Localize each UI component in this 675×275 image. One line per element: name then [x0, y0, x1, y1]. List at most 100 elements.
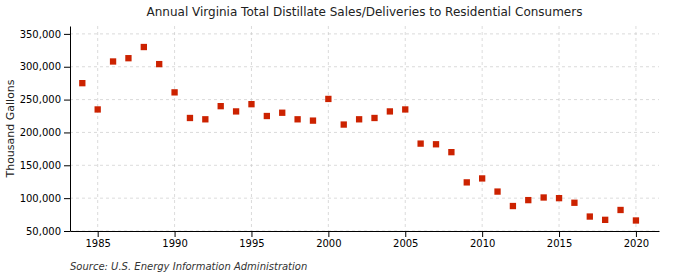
- x-tick-mark: [405, 231, 406, 237]
- chart-svg: 1985199019952000200520102015202050,00010…: [0, 0, 675, 275]
- x-tick: 2000: [316, 231, 341, 249]
- x-tick: 1990: [162, 231, 187, 249]
- x-tick-label: 1990: [162, 238, 187, 249]
- x-tick-label: 2000: [316, 238, 341, 249]
- y-tick-label: 50,000: [26, 226, 61, 237]
- y-tick: 150,000: [20, 160, 70, 171]
- x-tick-label: 2005: [393, 238, 418, 249]
- point: [494, 188, 500, 194]
- y-tick-mark: [64, 231, 70, 232]
- x-tick-label: 1995: [239, 238, 264, 249]
- y-tick-mark: [64, 132, 70, 133]
- point: [171, 89, 177, 95]
- point: [356, 116, 362, 122]
- chart-container: 1985199019952000200520102015202050,00010…: [0, 0, 675, 275]
- point: [218, 103, 224, 109]
- x-tick-mark: [636, 231, 637, 237]
- point: [141, 44, 147, 50]
- y-tick-label: 350,000: [20, 29, 61, 40]
- y-tick: 100,000: [20, 193, 70, 204]
- point: [448, 149, 454, 155]
- x-tick-label: 2010: [470, 238, 495, 249]
- grid: [70, 26, 659, 231]
- y-grid-line: [70, 231, 659, 232]
- x-tick-label: 2020: [624, 238, 649, 249]
- point: [125, 55, 131, 61]
- y-tick-mark: [64, 165, 70, 166]
- point: [325, 96, 331, 102]
- point: [264, 113, 270, 119]
- x-axis-line: [71, 231, 660, 232]
- x-tick-mark: [175, 231, 176, 237]
- x-tick-mark: [98, 231, 99, 237]
- point: [294, 116, 300, 122]
- point: [110, 58, 116, 64]
- y-tick-label: 100,000: [20, 193, 61, 204]
- x-axis: 19851990199520002005201020152020: [71, 231, 660, 249]
- point: [233, 108, 239, 114]
- point: [540, 194, 546, 200]
- point: [279, 110, 285, 116]
- point: [156, 61, 162, 67]
- y-tick-label: 300,000: [20, 61, 61, 72]
- y-tick-mark: [64, 67, 70, 68]
- y-tick-mark: [64, 198, 70, 199]
- point: [387, 108, 393, 114]
- x-tick: 2005: [393, 231, 418, 249]
- y-grid-line: [70, 198, 659, 199]
- point: [341, 121, 347, 127]
- x-grid-line: [251, 26, 252, 231]
- point: [202, 116, 208, 122]
- title: Annual Virginia Total Distillate Sales/D…: [147, 5, 583, 19]
- y-tick-label: 200,000: [20, 127, 61, 138]
- source-note: Source: U.S. Energy Information Administ…: [70, 261, 307, 272]
- y-tick: 350,000: [20, 29, 70, 40]
- point: [617, 207, 623, 213]
- x-tick: 2010: [470, 231, 495, 249]
- x-tick: 1985: [85, 231, 110, 249]
- y-tick: 300,000: [20, 61, 70, 72]
- point: [587, 213, 593, 219]
- point: [633, 217, 639, 223]
- y-tick: 50,000: [26, 226, 70, 237]
- point: [95, 106, 101, 112]
- x-grid-line: [635, 26, 636, 231]
- point: [433, 141, 439, 147]
- x-tick: 2020: [624, 231, 649, 249]
- point: [479, 175, 485, 181]
- y-axis: 50,000 100,000 150,000 200,000 250,000 300,00…: [20, 27, 71, 237]
- point: [556, 195, 562, 201]
- x-grid-line: [97, 26, 98, 231]
- y-tick: 200,000: [20, 127, 70, 138]
- x-tick: 1995: [239, 231, 264, 249]
- y-tick-mark: [64, 34, 70, 35]
- points: [79, 44, 639, 224]
- x-grid-line: [174, 26, 175, 231]
- y-tick: 250,000: [20, 94, 70, 105]
- y-tick-label: 250,000: [20, 94, 61, 105]
- y-grid-line: [70, 132, 659, 133]
- y-grid-line: [70, 165, 659, 166]
- x-tick-mark: [328, 231, 329, 237]
- point: [510, 203, 516, 209]
- y-tick-mark: [64, 100, 70, 101]
- point: [602, 217, 608, 223]
- point: [248, 101, 254, 107]
- point: [464, 179, 470, 185]
- y-tick-label: 150,000: [20, 160, 61, 171]
- x-grid-line: [482, 26, 483, 231]
- x-tick-mark: [251, 231, 252, 237]
- point: [310, 117, 316, 123]
- x-tick-mark: [482, 231, 483, 237]
- point: [525, 197, 531, 203]
- point: [402, 106, 408, 112]
- x-tick-label: 1985: [85, 238, 110, 249]
- x-grid-line: [405, 26, 406, 231]
- point: [187, 115, 193, 121]
- plot-area: 1985199019952000200520102015202050,00010…: [20, 26, 660, 249]
- point: [571, 200, 577, 206]
- x-tick-mark: [559, 231, 560, 237]
- x-grid-line: [328, 26, 329, 231]
- y-axis-line: [70, 27, 71, 232]
- y-grid-line: [70, 99, 659, 100]
